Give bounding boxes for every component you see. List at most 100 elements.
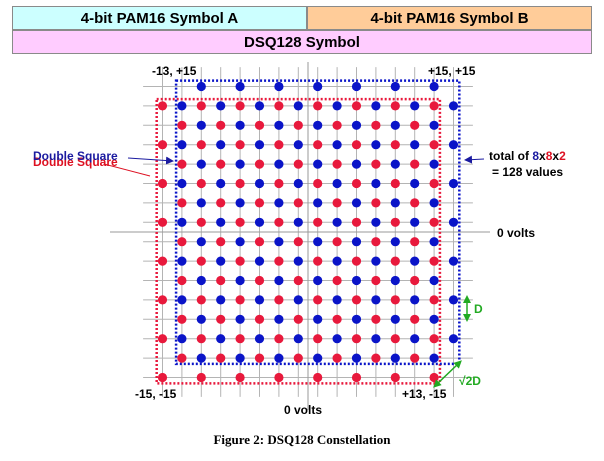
constellation-point-blue [390,81,400,92]
constellation-point-blue [254,256,265,266]
constellation-point-blue [390,353,400,363]
constellation-point-blue [254,101,265,111]
constellation-point-blue [177,334,187,344]
constellation-point-blue [313,159,323,169]
constellation-point-blue [254,334,265,344]
constellation-point-blue [235,275,245,286]
constellation-point-blue [216,217,226,227]
label-d: D [474,302,483,316]
constellation-point-red [293,159,303,169]
constellation-point-blue [332,295,342,305]
label-zero-volts-horizontal: 0 volts [497,226,535,240]
constellation-point-blue [196,353,206,363]
constellation-point-red [313,101,323,111]
constellation-point-red [235,372,245,383]
constellation-point-red [332,120,342,130]
constellation-point-red [332,198,342,208]
constellation-point-red [390,334,400,344]
constellation-point-blue [313,314,323,324]
constellation-point-red [429,178,439,189]
constellation-point-blue [196,237,206,247]
constellation-point-red [332,159,342,169]
constellation-point-blue [254,295,265,305]
constellation-point-red [313,256,323,266]
constellation-point-blue [313,275,323,286]
constellation-point-blue [448,295,459,305]
constellation-point-blue [235,120,245,130]
constellation-point-red [254,159,265,169]
label-bottom-right: +13, -15 [402,387,447,401]
constellation-point-blue [293,256,303,266]
constellation-point-red [216,237,226,247]
constellation-point-blue [332,256,342,266]
constellation-point-blue [429,120,439,130]
constellation-point-blue [448,140,459,150]
double-square-blue-pointer [127,156,174,165]
constellation-point-red [313,217,323,227]
constellation-points [157,81,459,383]
label-top-left: -13, +15 [152,64,197,78]
header-dsq128-symbol: DSQ128 Symbol [12,30,592,54]
constellation-point-blue [293,217,303,227]
constellation-point-red [177,314,187,324]
constellation-point-blue [410,217,420,227]
constellation-point-red [235,140,245,150]
constellation-point-red [216,275,226,286]
constellation-point-red [410,353,420,363]
constellation-point-red [313,140,323,150]
constellation-point-blue [410,140,420,150]
constellation-point-red [429,334,439,344]
constellation-point-red [390,372,400,383]
constellation-point-red [351,140,362,150]
constellation-point-red [390,140,400,150]
constellation-point-blue [332,334,342,344]
constellation-point-red [371,353,381,363]
label-total-line2: = 128 values [492,165,563,179]
constellation-point-red [157,256,168,266]
constellation-point-blue [390,120,400,130]
red-double-square [155,97,442,385]
constellation-point-red [157,295,168,305]
constellation-point-red [235,101,245,111]
constellation-point-blue [196,275,206,286]
constellation-point-red [410,120,420,130]
constellation-point-blue [274,120,284,130]
constellation-point-red [254,275,265,286]
constellation-point-red [410,198,420,208]
constellation-point-blue [274,353,284,363]
constellation-point-blue [429,198,439,208]
constellation-point-red [351,256,362,266]
constellation-point-blue [235,314,245,324]
constellation-point-red [274,295,284,305]
constellation-point-blue [448,334,459,344]
constellation-point-red [371,120,381,130]
constellation-point-blue [293,178,303,189]
constellation-point-red [196,178,206,189]
constellation-point-red [293,275,303,286]
constellation-point-blue [410,101,420,111]
constellation-point-red [332,314,342,324]
constellation-point-blue [390,314,400,324]
constellation-point-red [429,217,439,227]
constellation-point-red [390,178,400,189]
constellation-point-blue [177,101,187,111]
constellation-point-red [313,372,323,383]
constellation-point-blue [216,256,226,266]
constellation-point-blue [293,334,303,344]
constellation-point-blue [429,275,439,286]
constellation-point-red [293,314,303,324]
constellation-point-blue [371,101,381,111]
constellation-point-red [216,120,226,130]
label-sqrt2d: √2D [459,374,481,388]
constellation-point-red [157,334,168,344]
constellation-point-blue [429,314,439,324]
constellation-point-red [429,295,439,305]
constellation-point-red [216,353,226,363]
constellation-point-blue [371,140,381,150]
constellation-point-red [157,372,168,383]
constellation-point-red [235,217,245,227]
constellation-point-blue [429,81,439,92]
constellation-point-blue [448,101,459,111]
constellation-point-red [196,101,206,111]
constellation-point-blue [371,295,381,305]
